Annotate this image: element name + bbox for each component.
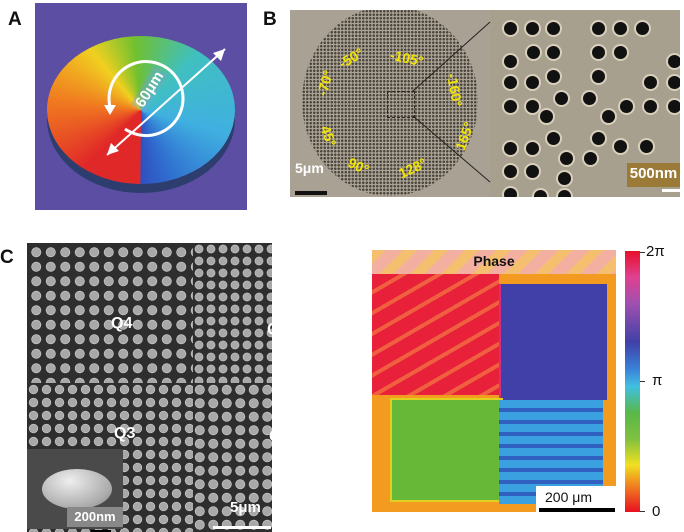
zoom-region-box (387, 91, 415, 118)
panel-a-vortex-disc-image: 60μm (35, 3, 247, 210)
hole-array (302, 10, 478, 196)
rotation-arrow-icon (104, 60, 185, 137)
phase-colorbar (625, 251, 640, 512)
scale-label: 500nm (627, 163, 680, 187)
phase-scale-box (536, 486, 616, 512)
panel-b-sem-image: -70° -50° -105° -160° 45° 90° 128° 165° … (290, 10, 680, 197)
scale-label: 5μm (230, 499, 261, 516)
quadrant-q1-pillars (193, 243, 272, 383)
phase-quadrant-green (390, 398, 503, 502)
scale-bar (295, 191, 327, 195)
colorbar-tick (640, 511, 645, 512)
quadrant-q2-pillars (193, 383, 272, 532)
panel-label-c: C (0, 247, 14, 268)
hole-zoom-view: 500nm (490, 10, 680, 197)
panel-c-pillar-array-sem: Q4 Q1 Q3 Q2 200nm (27, 243, 272, 532)
scale-bar (213, 526, 271, 529)
phase-scale-label: 200 μm (545, 489, 592, 505)
inset-scale-bar (91, 530, 111, 532)
quadrant-label-q4: Q4 (111, 315, 133, 332)
colorbar-label-2pi: 2π (646, 243, 665, 260)
quadrant-label-q1: Q1 (267, 321, 272, 339)
phase-quadrant-red (372, 274, 499, 395)
inset-scale-label: 200nm (67, 507, 123, 527)
zoom-connector-lines (412, 21, 491, 183)
phase-quadrant-blue (499, 284, 607, 400)
phase-scale-bar (539, 508, 615, 512)
phase-title: Phase (473, 253, 515, 269)
colorbar-label-pi: π (652, 372, 663, 389)
diameter-arrow-icon (106, 48, 226, 156)
quadrant-q4-pillars (27, 243, 193, 383)
colorbar-label-0: 0 (652, 503, 661, 520)
colorbar-tick (640, 252, 645, 253)
scale-bar (662, 189, 680, 192)
scale-label: 5μm (295, 160, 324, 176)
colorbar-tick (640, 381, 645, 382)
panel-label-b: B (263, 9, 277, 30)
quadrant-label-q2: Q2 (269, 428, 272, 446)
phase-map: Phase 200 μm (372, 250, 616, 512)
pillar-image (42, 469, 112, 509)
phase-header-strip (372, 250, 616, 274)
hologram-overview: -70° -50° -105° -160° 45° 90° 128° 165° … (290, 10, 490, 197)
quadrant-label-q3: Q3 (114, 425, 136, 442)
panel-label-a: A (8, 9, 22, 30)
